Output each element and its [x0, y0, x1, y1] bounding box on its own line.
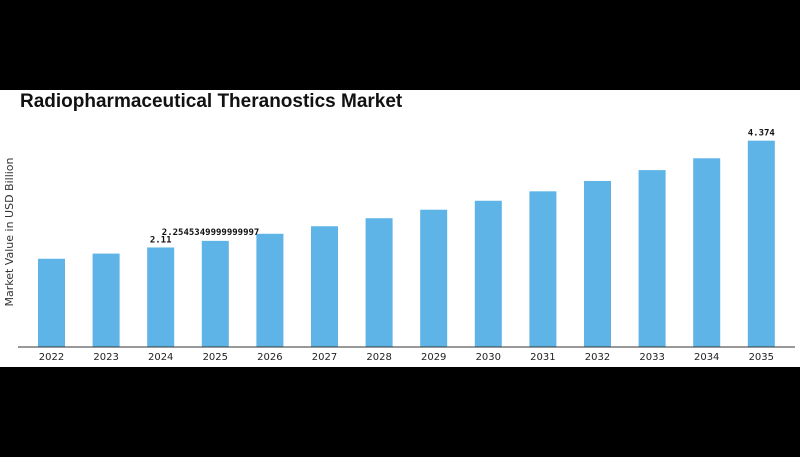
bar-2023: [92, 253, 120, 347]
bar-2035: [747, 140, 775, 347]
x-tick-label: 2030: [476, 352, 501, 363]
chart-panel: Radiopharmaceutical Theranostics Market …: [0, 90, 800, 367]
bar-2025: [201, 240, 229, 347]
bar-2031: [529, 191, 557, 347]
bar-2034: [693, 158, 721, 347]
x-tick-label: 2024: [148, 352, 173, 363]
x-tick-label: 2032: [585, 352, 610, 363]
x-tick-label: 2034: [694, 352, 719, 363]
data-labels: 2.112.2545349999999997 4.374: [150, 129, 776, 246]
data-label: 2.11: [150, 235, 172, 245]
x-tick-label: 2028: [366, 352, 391, 363]
chart-title: Radiopharmaceutical Theranostics Market: [20, 91, 403, 112]
x-tick-label: 2033: [639, 352, 664, 363]
bar-2033: [638, 170, 666, 347]
x-tick-label: 2031: [530, 352, 555, 363]
bar-2026: [256, 233, 284, 347]
y-axis-label: Market Value in USD Billion: [3, 157, 16, 306]
x-tick-label: 2025: [203, 352, 228, 363]
bars-group: [38, 140, 775, 347]
bar-chart: Market Value in USD Billion 2022 2023 2024…: [3, 129, 795, 363]
x-tick-label: 2029: [421, 352, 446, 363]
x-tick-label: 2035: [749, 352, 774, 363]
bar-2024: [147, 247, 175, 347]
bar-2032: [584, 180, 611, 347]
bar-2028: [365, 218, 393, 347]
bar-2027: [311, 226, 338, 347]
x-tick-label: 2022: [39, 352, 64, 363]
x-tick-label: 2023: [93, 352, 118, 363]
bar-2030: [474, 200, 502, 347]
bar-2022: [38, 258, 65, 347]
x-tick-labels: 2022 2023 2024 2025 2026 2027 2028 2029 2030 2031…: [39, 352, 774, 363]
data-label: 4.374: [748, 129, 776, 139]
bar-2029: [420, 209, 448, 347]
x-tick-label: 2027: [312, 352, 337, 363]
data-label: 2.2545349999999997: [162, 228, 260, 238]
x-tick-label: 2026: [257, 352, 282, 363]
